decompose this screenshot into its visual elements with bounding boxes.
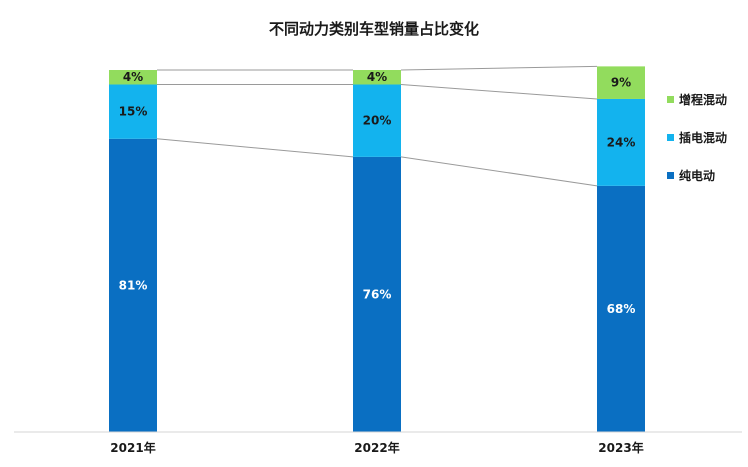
connector-line-1-1 [156, 138, 354, 158]
bar-segment-1-cat-1 [109, 138, 157, 432]
data-label-1-cat-3: 68% [607, 302, 636, 316]
legend-label-1: 增程混动 [679, 92, 727, 107]
data-label-3-cat-2: 4% [367, 70, 387, 84]
connector-line-2-1 [400, 156, 598, 187]
connector-line-2-2 [400, 83, 598, 100]
legend-swatch-2 [667, 134, 674, 141]
connector-line-2-3 [400, 65, 598, 71]
bar-segment-3-cat-1 [109, 70, 157, 85]
data-label-1-cat-1: 81% [119, 278, 148, 292]
x-tick-labels: 2021年 2022年 2023年 [110, 440, 643, 455]
connector-lines [156, 65, 598, 187]
legend-swatch-3 [667, 172, 674, 179]
x-tick-label-2: 2022年 [354, 440, 399, 455]
legend-label-3: 纯电动 [679, 168, 715, 183]
data-label-3-cat-3: 9% [611, 76, 631, 90]
bar-segment-1-cat-2 [353, 156, 401, 432]
x-tick-label-1: 2021年 [110, 440, 155, 455]
data-label-1-cat-2: 76% [363, 287, 392, 301]
bar-segment-3-cat-3 [597, 66, 645, 99]
data-label-2-cat-3: 24% [607, 135, 636, 149]
bar-segment-2-cat-1 [109, 84, 157, 139]
x-tick-label-3: 2023年 [598, 440, 643, 455]
bar-segment-1-cat-3 [597, 185, 645, 432]
legend-swatch-1 [667, 96, 674, 103]
data-label-2-cat-1: 15% [119, 105, 148, 119]
chart-title: 不同动力类别车型销量占比变化 [269, 20, 479, 38]
bar-segment-2-cat-2 [353, 84, 401, 157]
data-label-2-cat-2: 20% [363, 114, 392, 128]
legend-label-2: 插电混动 [679, 130, 727, 145]
bar-segment-3-cat-2 [353, 70, 401, 85]
data-label-3-cat-1: 4% [123, 70, 143, 84]
segment-labels: 81% 15% 4% 76% 20% 4% 68% 24% 9% [119, 70, 636, 316]
bars-group [109, 66, 645, 432]
bar-segment-2-cat-3 [597, 98, 645, 186]
